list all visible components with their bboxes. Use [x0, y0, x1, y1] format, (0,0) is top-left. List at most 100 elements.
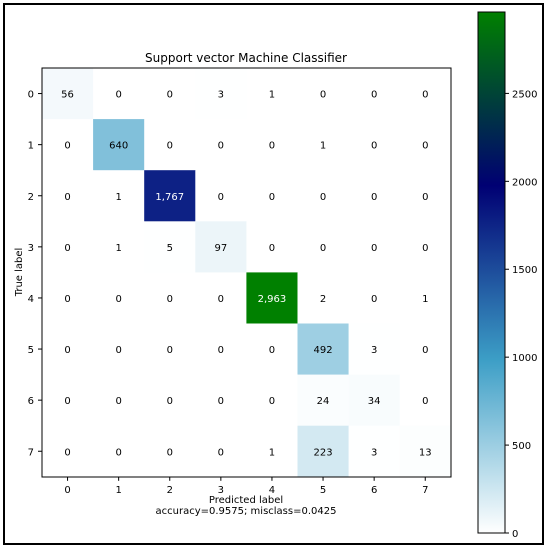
cell-value-label: 0 — [422, 243, 428, 254]
heatmap-cell — [93, 323, 145, 375]
colorbar-tick-label: 1000 — [512, 353, 537, 364]
heatmap-cell — [42, 272, 94, 324]
cell-value-label: 0 — [167, 90, 173, 101]
cell-value-label: 0 — [218, 345, 224, 356]
heatmap-cell — [399, 425, 452, 478]
cell-value-label: 0 — [320, 192, 326, 203]
cell-value-label: 0 — [371, 294, 377, 305]
cell-value-label: 0 — [64, 345, 70, 356]
cell-value-label: 0 — [269, 345, 275, 356]
heatmap-cell — [42, 374, 94, 426]
cell-value-label: 1 — [115, 192, 121, 203]
heatmap-cell — [93, 221, 145, 273]
chart-title: Support vector Machine Classifier — [145, 51, 347, 65]
heatmap-cell — [195, 68, 247, 120]
heatmap-cell — [297, 68, 349, 120]
y-tick-label: 1 — [28, 141, 34, 152]
y-tick-label: 0 — [28, 90, 34, 101]
cell-value-label: 0 — [269, 141, 275, 152]
heatmap-cell — [93, 272, 145, 324]
cell-value-label: 0 — [115, 345, 121, 356]
cell-value-label: 0 — [218, 396, 224, 407]
heatmap-cell — [348, 323, 400, 375]
heatmap-cell — [399, 272, 452, 324]
cell-value-label: 13 — [419, 447, 432, 458]
x-axis-label: Predicted label — [209, 495, 283, 506]
cell-value-label: 0 — [167, 141, 173, 152]
heatmap-cell — [297, 272, 349, 324]
cell-value-label: 2,963 — [258, 294, 287, 305]
heatmap-cell — [246, 272, 298, 324]
cell-value-label: 0 — [64, 192, 70, 203]
heatmap-cell — [195, 221, 247, 273]
cell-value-label: 0 — [422, 90, 428, 101]
heatmap-cell — [42, 170, 94, 222]
heatmap-cell — [297, 170, 349, 222]
cell-value-label: 2 — [320, 294, 326, 305]
heatmap-cell — [246, 425, 298, 478]
x-tick-label: 2 — [167, 485, 173, 496]
cell-value-label: 0 — [371, 141, 377, 152]
x-tick-label: 4 — [269, 485, 275, 496]
heatmap-cell — [399, 374, 452, 426]
x-tick-label: 6 — [371, 485, 377, 496]
cell-value-label: 1,767 — [155, 192, 184, 203]
cell-value-label: 0 — [167, 447, 173, 458]
cell-value-label: 3 — [371, 345, 377, 356]
x-tick-label: 7 — [422, 485, 428, 496]
heatmap-cell — [348, 170, 400, 222]
y-tick-label: 6 — [28, 396, 34, 407]
cell-value-label: 34 — [368, 396, 381, 407]
cell-value-label: 1 — [422, 294, 428, 305]
heatmap-cell — [195, 170, 247, 222]
cell-value-label: 1 — [320, 141, 326, 152]
y-tick-label: 5 — [28, 345, 34, 356]
heatmap-cell — [93, 119, 145, 171]
cell-value-label: 0 — [371, 192, 377, 203]
heatmap-cell — [144, 272, 196, 324]
cell-value-label: 97 — [214, 243, 227, 254]
heatmap-cell — [42, 425, 94, 478]
x-tick-label: 1 — [115, 485, 121, 496]
cell-value-label: 24 — [317, 396, 330, 407]
cell-value-label: 640 — [109, 141, 128, 152]
cell-value-label: 0 — [422, 396, 428, 407]
cell-value-label: 0 — [371, 243, 377, 254]
y-tick-label: 7 — [28, 447, 34, 458]
cell-value-label: 0 — [64, 141, 70, 152]
heatmap-cell — [399, 323, 452, 375]
cell-value-label: 0 — [218, 192, 224, 203]
cell-value-label: 0 — [218, 294, 224, 305]
colorbar-tick-label: 500 — [512, 441, 531, 452]
heatmap-cell — [144, 68, 196, 120]
heatmap-cell — [42, 323, 94, 375]
x-tick-label: 0 — [64, 485, 70, 496]
cell-value-label: 223 — [314, 447, 333, 458]
heatmap-cell — [399, 221, 452, 273]
heatmap-cell — [144, 221, 196, 273]
heatmap-cell — [246, 68, 298, 120]
cell-value-label: 0 — [115, 447, 121, 458]
heatmap-cell — [246, 170, 298, 222]
cell-value-label: 0 — [320, 90, 326, 101]
heatmap-cell — [144, 119, 196, 171]
cell-value-label: 0 — [115, 396, 121, 407]
cell-value-label: 0 — [167, 294, 173, 305]
heatmap-cell — [348, 119, 400, 171]
x-tick-label: 5 — [320, 485, 326, 496]
heatmap-cell — [195, 272, 247, 324]
colorbar-tick-label: 2000 — [512, 177, 537, 188]
cell-value-label: 0 — [167, 345, 173, 356]
heatmap-cell — [93, 68, 145, 120]
cell-value-label: 492 — [314, 345, 333, 356]
heatmap-cell — [297, 119, 349, 171]
cell-value-label: 56 — [61, 90, 74, 101]
heatmap-cell — [144, 323, 196, 375]
heatmap-cell — [246, 374, 298, 426]
colorbar-tick-label: 1500 — [512, 265, 537, 276]
cell-value-label: 0 — [115, 90, 121, 101]
heatmap-cell — [348, 374, 400, 426]
heatmap-cell — [195, 323, 247, 375]
heatmap-cell — [399, 119, 452, 171]
colorbar-tick-label: 2500 — [512, 89, 537, 100]
